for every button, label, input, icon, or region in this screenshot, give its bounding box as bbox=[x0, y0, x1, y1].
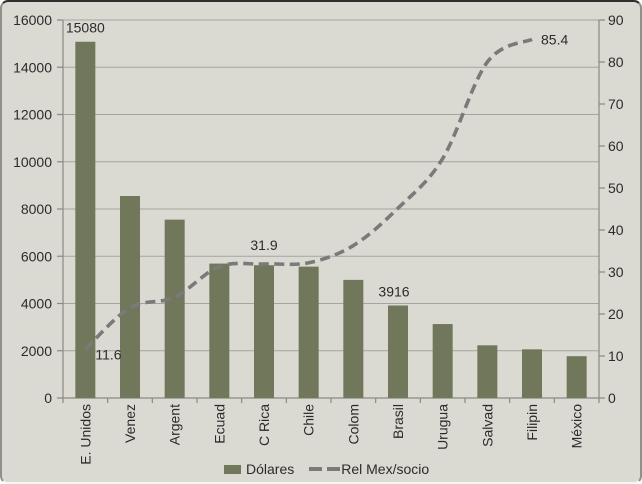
bar-Salvad bbox=[477, 345, 498, 398]
bar-Argent bbox=[164, 219, 185, 398]
left-axis-tick-label: 0 bbox=[44, 390, 52, 406]
left-axis-tick-label: 14000 bbox=[13, 59, 52, 75]
data-label: 15080 bbox=[66, 20, 105, 36]
bar-E. Unidos bbox=[75, 41, 96, 399]
bar-Venez bbox=[120, 196, 140, 398]
right-axis-tick-label: 50 bbox=[608, 180, 624, 196]
bar-Filipin bbox=[522, 349, 542, 398]
left-axis-tick-label: 16000 bbox=[13, 12, 52, 28]
data-label: 3916 bbox=[378, 283, 409, 299]
right-axis-tick-label: 60 bbox=[608, 138, 624, 154]
left-axis-tick-label: 6000 bbox=[21, 248, 52, 264]
x-category-label: Venez bbox=[122, 404, 138, 443]
x-category-label: Chile bbox=[301, 404, 317, 436]
x-category-label: Filipin bbox=[524, 404, 540, 441]
right-axis-tick-label: 70 bbox=[608, 96, 624, 112]
x-category-label: Argent bbox=[167, 404, 183, 445]
legend-bar-swatch bbox=[224, 464, 241, 474]
bar-Colom bbox=[343, 279, 364, 398]
left-axis-tick-label: 8000 bbox=[21, 201, 52, 217]
x-category-label: C Rica bbox=[256, 404, 272, 446]
right-axis-tick-label: 90 bbox=[608, 12, 624, 28]
chart-legend: Dólares Rel Mex/socio bbox=[224, 461, 429, 477]
left-axis-tick-label: 4000 bbox=[21, 296, 52, 312]
x-category-label: Colom bbox=[345, 404, 361, 444]
left-axis-tick-label: 12000 bbox=[13, 107, 52, 123]
x-category-label: Urugua bbox=[435, 404, 451, 450]
bar-México bbox=[566, 356, 587, 398]
x-category-label: Ecuad bbox=[211, 404, 227, 444]
left-axis-tick-label: 2000 bbox=[21, 343, 52, 359]
right-axis-tick-label: 0 bbox=[608, 390, 616, 406]
legend-label-relmex: Rel Mex/socio bbox=[341, 461, 430, 477]
x-category-label: E. Unidos bbox=[77, 404, 93, 465]
legend-label-dolares: Dólares bbox=[246, 461, 295, 477]
trend-line bbox=[84, 37, 533, 351]
left-axis-tick-label: 10000 bbox=[13, 154, 52, 170]
bar-Urugua bbox=[432, 324, 453, 398]
bar-Chile bbox=[298, 266, 319, 398]
data-label: 11.6 bbox=[95, 346, 121, 362]
bar-C Rica bbox=[254, 265, 274, 398]
right-axis-tick-label: 30 bbox=[608, 264, 624, 280]
bar-Ecuad bbox=[209, 263, 230, 398]
data-label: 31.9 bbox=[250, 237, 277, 253]
x-category-label: Brasil bbox=[390, 404, 406, 439]
right-axis-tick-label: 10 bbox=[608, 348, 624, 364]
bar-Brasil bbox=[388, 305, 408, 398]
data-label: 85.4 bbox=[541, 31, 568, 47]
legend-line-swatch bbox=[309, 467, 341, 471]
x-category-label: Salvad bbox=[479, 404, 495, 447]
right-axis-tick-label: 40 bbox=[608, 222, 624, 238]
right-axis-tick-label: 80 bbox=[608, 54, 624, 70]
x-category-label: México bbox=[569, 404, 585, 449]
right-axis-tick-label: 20 bbox=[608, 306, 624, 322]
